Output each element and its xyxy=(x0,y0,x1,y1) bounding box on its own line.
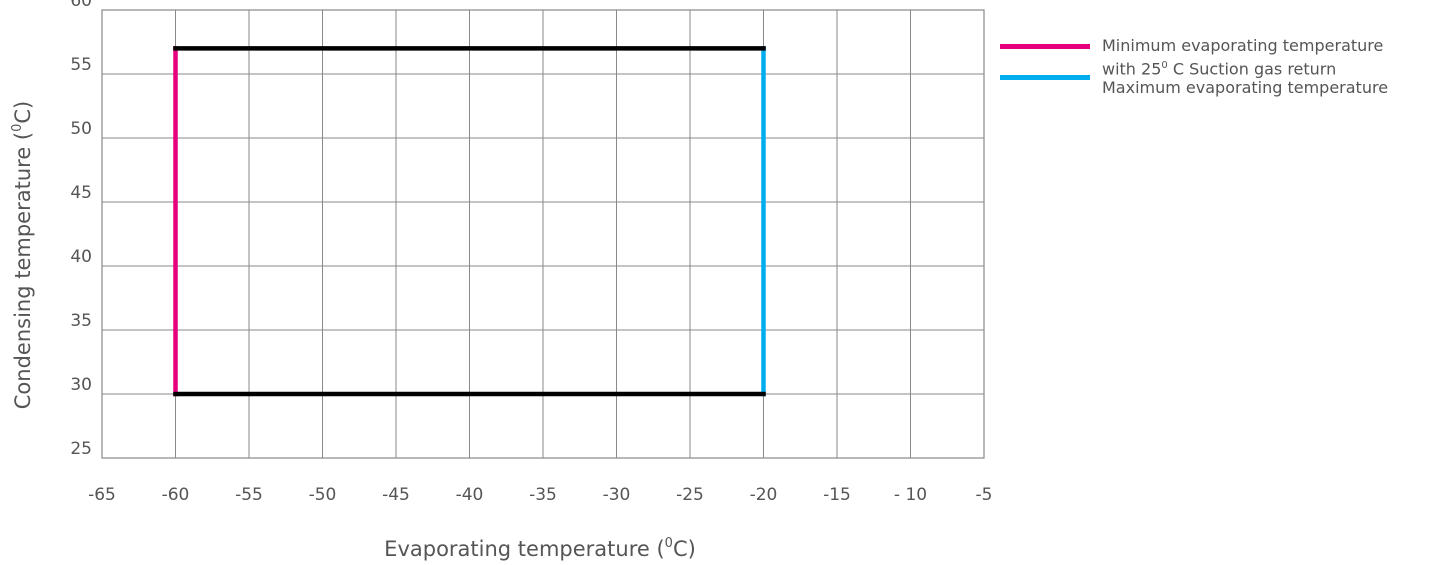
y-tick-label: 45 xyxy=(70,183,92,203)
legend-swatch-cyan xyxy=(1000,75,1090,80)
x-tick-label: -15 xyxy=(823,485,851,505)
y-tick-label: 40 xyxy=(70,247,92,267)
legend-label: Maximum evaporating temperature xyxy=(1102,78,1389,97)
legend-item-min-evaporating: Minimum evaporating temperature with 250… xyxy=(1000,36,1440,78)
x-tick-label: -5 xyxy=(976,485,993,505)
x-axis-title: Evaporating temperature (0C) xyxy=(384,536,696,561)
series-layer xyxy=(173,46,766,397)
x-tick-label: -45 xyxy=(382,485,410,505)
legend-swatch-magenta xyxy=(1000,44,1090,49)
x-tick-label: -30 xyxy=(603,485,631,505)
x-tick-label: -65 xyxy=(88,485,116,505)
legend: Minimum evaporating temperature with 250… xyxy=(1000,36,1440,98)
y-axis-title: Condensing temperature (0C) xyxy=(10,101,35,409)
x-tick-label: -20 xyxy=(750,485,778,505)
y-tick-label: 25 xyxy=(70,439,92,459)
y-tick-label: 55 xyxy=(70,55,92,75)
x-tick-label: -60 xyxy=(162,485,190,505)
y-tick-labels: 25 30 35 40 45 50 55 60 xyxy=(70,0,92,459)
x-tick-label: -40 xyxy=(456,485,484,505)
y-tick-label: 30 xyxy=(70,375,92,395)
x-tick-labels: -65 -60 -55 -50 -45 -40 -35 -30 -25 -20 -15 - 10 -5 xyxy=(88,485,992,505)
x-tick-label: -25 xyxy=(676,485,704,505)
y-tick-label: 60 xyxy=(70,0,92,11)
x-tick-label: -50 xyxy=(309,485,337,505)
x-tick-label: -35 xyxy=(529,485,557,505)
legend-label-line2: with 250 C Suction gas return xyxy=(1102,59,1337,79)
y-tick-label: 35 xyxy=(70,311,92,331)
legend-item-max-evaporating: Maximum evaporating temperature xyxy=(1000,75,1440,98)
plot-area-frame xyxy=(101,9,985,459)
legend-label-line1: Minimum evaporating temperature xyxy=(1102,36,1384,55)
grid xyxy=(101,9,985,459)
y-tick-label: 50 xyxy=(70,119,92,139)
x-tick-label: - 10 xyxy=(894,485,927,505)
x-tick-label: -55 xyxy=(235,485,263,505)
